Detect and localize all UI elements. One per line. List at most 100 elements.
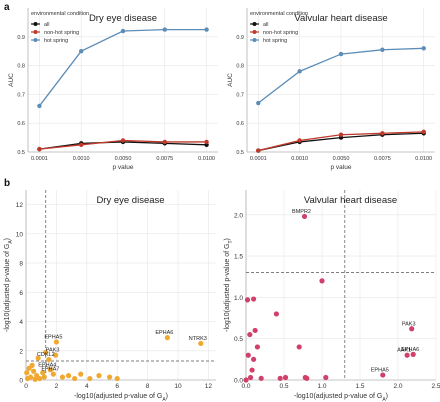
data-point-non_hot_spring — [256, 148, 261, 153]
legend-label: hot spring — [263, 38, 287, 44]
chart-title: Valvular heart disease — [304, 195, 397, 206]
data-point-hot_spring — [338, 51, 344, 57]
y-axis-label-subscript: T — [228, 240, 234, 243]
data-point — [277, 375, 283, 381]
x-axis-label-close: ) — [386, 393, 388, 400]
y-tick-label: 12 — [16, 202, 24, 209]
x-axis-label-main: -log10(adjusted p-value of G — [74, 393, 162, 400]
y-tick-label: 1.0 — [234, 295, 243, 302]
x-tick-label: 0.0001 — [31, 156, 48, 162]
chart-title: Valvular heart disease — [294, 13, 387, 24]
y-tick-label: 4 — [19, 319, 23, 326]
data-point-non_hot_spring — [380, 131, 385, 136]
x-axis-label: -log10(adjusted p-value of GA) — [74, 393, 168, 402]
data-point — [107, 374, 113, 380]
y-axis-label: -log10(adjusted p-value of GT) — [224, 238, 234, 332]
data-point — [43, 349, 49, 355]
x-tick-label: 2 — [55, 383, 59, 390]
y-tick-label: 0.7 — [17, 92, 25, 98]
chart-valvular-auc: 0.5 0.6 0.7 0.8 0.9 0.0001 0.0010 0.0050 0.0075 0… — [227, 8, 435, 171]
data-point — [50, 371, 56, 377]
x-axis-label-close: ) — [166, 393, 168, 400]
y-tick-label: 1.5 — [234, 254, 243, 261]
data-point — [409, 326, 415, 332]
x-axis-label: -log10(adjusted p-value of GA) — [294, 393, 388, 402]
data-point — [404, 352, 410, 358]
legend-title: environmental condition — [250, 11, 308, 17]
x-axis-label: p value — [113, 164, 134, 171]
data-point — [41, 374, 47, 380]
data-point — [24, 370, 30, 376]
data-point-hot_spring — [79, 49, 84, 54]
data-point — [27, 374, 34, 380]
point-label: EPHA4 — [38, 362, 56, 368]
data-point — [247, 374, 254, 381]
data-point — [244, 297, 251, 303]
legend-title: environmental condition — [31, 11, 89, 17]
y-tick-label: 0 — [19, 378, 23, 385]
chart-title: Dry eye disease — [89, 13, 157, 24]
data-point — [65, 373, 72, 379]
data-point — [323, 374, 329, 381]
data-point-hot_spring — [421, 46, 426, 51]
legend-marker-non_hot_spring — [33, 30, 38, 34]
x-axis-label: p value — [331, 164, 352, 171]
data-point-non_hot_spring — [162, 139, 167, 145]
legend-marker-hot_spring — [33, 38, 38, 42]
y-tick-label: 8 — [19, 261, 23, 268]
legend-marker-hot_spring — [252, 38, 257, 42]
point-label: NTRK3 — [189, 336, 207, 342]
x-tick-label: 0.5 — [279, 383, 288, 390]
x-tick-label: 0.0050 — [333, 156, 350, 162]
y-tick-label: 6 — [19, 290, 23, 297]
x-tick-label: 0.0 — [241, 383, 250, 390]
data-point — [46, 356, 52, 363]
y-axis-label: -log10(adjusted p-value of GA) — [4, 238, 14, 332]
y-axis-label-subscript: A — [8, 240, 14, 244]
x-tick-label: 8 — [146, 383, 150, 390]
x-tick-label: 0.0050 — [115, 156, 132, 162]
data-point — [304, 375, 310, 381]
point-label: PAK3 — [46, 348, 60, 354]
data-point — [296, 344, 302, 350]
point-label: BMPR2 — [292, 209, 311, 215]
panel-label-b: b — [4, 178, 10, 189]
data-point — [319, 278, 325, 284]
data-point-hot_spring — [380, 47, 385, 52]
point-label: CDKL2 — [37, 352, 55, 358]
y-axis-label-close: ) — [4, 238, 11, 240]
data-point-hot_spring — [204, 27, 209, 32]
chart-valvular-scatter: 0.0 0.5 1.0 1.5 2.0 0.0 0.5 1.0 1.5 2.0 2.5 BMPR2 PA… — [224, 190, 440, 402]
x-tick-label: 10 — [174, 383, 182, 390]
data-point-non_hot_spring — [120, 138, 126, 143]
y-tick-label: 2 — [19, 348, 23, 355]
y-axis-label-close: ) — [224, 238, 231, 240]
data-point — [53, 352, 59, 358]
point-label: EPHA5 — [44, 335, 62, 341]
data-point — [254, 344, 260, 350]
data-point — [249, 367, 255, 373]
data-point — [258, 375, 264, 381]
point-label: AAK1 — [397, 348, 411, 354]
y-tick-label: 0.0 — [234, 378, 243, 385]
data-point — [273, 311, 279, 317]
x-tick-label: 6 — [115, 383, 119, 390]
data-point — [251, 296, 257, 302]
y-tick-label: 0.5 — [236, 150, 244, 156]
data-point-non_hot_spring — [37, 146, 42, 152]
data-point — [282, 374, 289, 381]
legend-marker-non_hot_spring — [252, 30, 257, 34]
data-point-non_hot_spring — [338, 132, 344, 137]
data-point — [26, 365, 32, 371]
legend-label: hot spring — [44, 38, 68, 44]
data-point — [380, 372, 386, 378]
data-point — [96, 373, 102, 379]
data-point-hot_spring — [37, 103, 42, 109]
data-point-hot_spring — [162, 27, 167, 32]
x-tick-label: 2.0 — [393, 383, 402, 390]
y-tick-label: 0.5 — [234, 336, 243, 343]
x-tick-label: 0.0010 — [291, 156, 308, 162]
x-tick-label: 0.0075 — [156, 156, 173, 162]
